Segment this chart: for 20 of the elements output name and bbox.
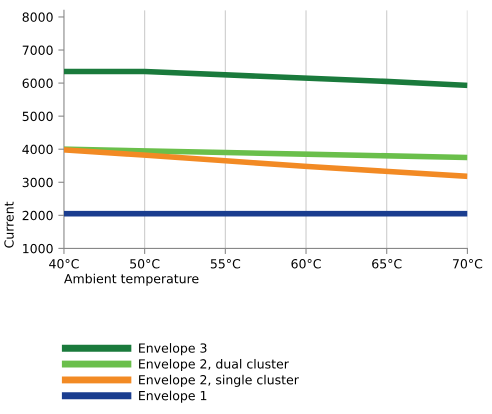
x-tick-label: 40°C <box>49 259 79 268</box>
legend-label: Envelope 3 <box>139 343 206 356</box>
y-axis-title: Current <box>4 202 14 248</box>
y-tick-label: 7000 <box>22 45 53 55</box>
x-tick-label: 60°C <box>291 259 321 268</box>
x-tick-label: 70°C <box>452 259 482 268</box>
legend-label: Envelope 2, dual cluster <box>139 358 289 372</box>
legend-label: Envelope 1 <box>139 390 206 403</box>
y-tick-label: 6000 <box>22 78 53 88</box>
y-tick-label: 5000 <box>22 112 53 122</box>
x-axis-title: Ambient temperature <box>64 274 198 286</box>
y-tick-label: 4000 <box>22 144 53 154</box>
x-tick-label: 65°C <box>372 259 402 268</box>
y-tick-label: 3000 <box>22 178 53 188</box>
legend-label: Envelope 2, single cluster <box>139 374 299 387</box>
y-tick-label: 1000 <box>23 244 53 254</box>
y-tick-label: 2000 <box>22 210 53 220</box>
x-tick-label: 50°C <box>130 259 160 268</box>
x-tick-label: 55°C <box>210 259 240 268</box>
y-tick-label: 8000 <box>22 12 53 22</box>
